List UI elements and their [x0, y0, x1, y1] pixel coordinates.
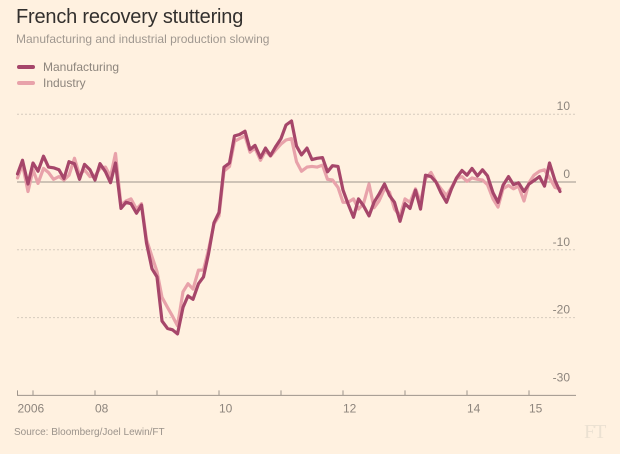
ft-logo: FT [584, 421, 606, 443]
y-axis: 10 0 -10 -20 -30 [553, 99, 571, 384]
series-line-industry [15, 134, 562, 328]
x-axis: 2006 08 10 12 14 15 [17, 390, 576, 415]
legend-item-manufacturing: Manufacturing [16, 59, 119, 75]
x-tick-label: 2006 [18, 401, 45, 415]
y-tick-label: 0 [563, 167, 570, 181]
y-tick-label: -30 [553, 370, 571, 384]
legend-item-industry: Industry [16, 75, 119, 91]
legend-label-industry: Industry [43, 76, 86, 90]
legend-swatch-manufacturing [17, 65, 35, 69]
chart-title: French recovery stuttering [16, 6, 244, 28]
y-tick-label: 10 [557, 99, 571, 113]
legend: Manufacturing Industry [16, 59, 119, 91]
legend-label-manufacturing: Manufacturing [43, 60, 120, 74]
x-tick-label: 15 [529, 401, 543, 415]
series-lines [15, 119, 562, 336]
y-tick-label: -10 [553, 235, 571, 249]
series-line-manufacturing [15, 119, 562, 336]
x-tick-label: 08 [95, 401, 109, 415]
source-note: Source: Bloomberg/Joel Lewin/FT [14, 427, 165, 438]
x-tick-label: 12 [343, 401, 357, 415]
y-tick-label: -20 [553, 303, 571, 317]
legend-swatch-industry [17, 81, 35, 85]
x-tick-label: 10 [219, 401, 233, 415]
x-tick-label: 14 [467, 401, 481, 415]
chart-subtitle: Manufacturing and industrial production … [16, 32, 270, 46]
